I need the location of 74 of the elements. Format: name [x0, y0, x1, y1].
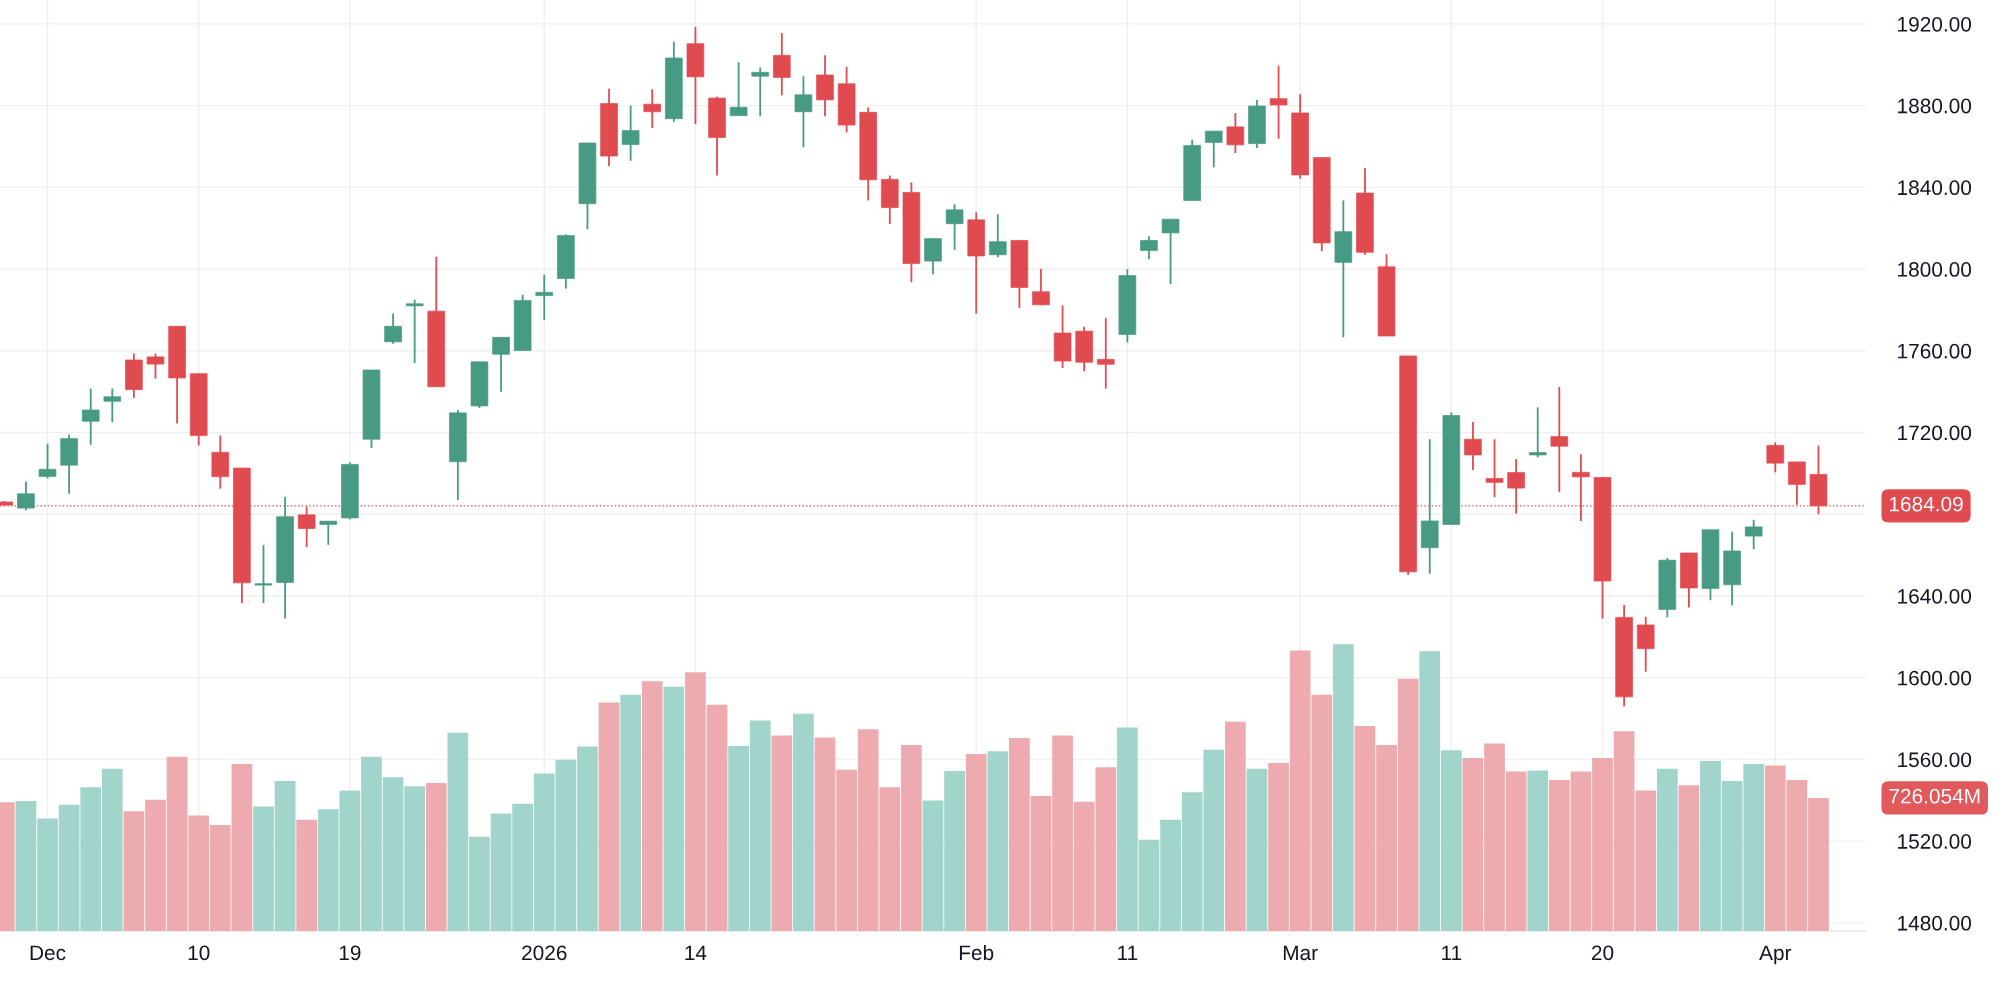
x-tick-label: 14 [685, 945, 707, 960]
x-tick-label: 11 [1442, 945, 1462, 960]
candlestick [924, 237, 942, 276]
x-tick-label: 11 [1118, 945, 1138, 960]
y-tick-label: 1880.00 [1898, 98, 1972, 114]
bar [1246, 768, 1268, 931]
candlestick [17, 480, 35, 512]
candlestick [729, 61, 748, 117]
candlestick [1744, 518, 1763, 551]
candlestick [1140, 235, 1158, 261]
bar [1224, 721, 1246, 931]
ref-line-label: 1684.09 [1889, 496, 1963, 512]
y-tick-label: 1520.00 [1898, 834, 1972, 849]
candlestick [643, 88, 662, 130]
candlestick [1485, 438, 1504, 499]
candlestick [38, 442, 57, 480]
bar [425, 783, 447, 931]
candlestick [384, 312, 402, 345]
bar [1332, 644, 1354, 931]
bar [987, 751, 1009, 931]
candlestick [535, 273, 554, 322]
candlestick [1032, 268, 1050, 306]
candlestick [1269, 64, 1288, 140]
y-tick-label: 1840.00 [1898, 180, 1972, 196]
bar [1527, 770, 1549, 931]
candlestick [1528, 406, 1547, 459]
candlestick [621, 104, 640, 162]
y-tick-label: 1760.00 [1898, 343, 1972, 359]
x-tick-label: 2026 [522, 945, 567, 961]
x-tick-label: Feb [959, 944, 994, 961]
y-tick-label: 1560.00 [1898, 752, 1972, 768]
candlestick [81, 387, 100, 446]
candlestick [492, 336, 510, 393]
x-tick-label: Mar [1283, 945, 1318, 961]
candlestick [319, 520, 338, 546]
text: 726.054M [1889, 788, 1980, 804]
y-tick-label: 1480.00 [1898, 915, 1972, 931]
candlestick [1766, 441, 1785, 474]
bar [1656, 768, 1678, 931]
bar [296, 819, 318, 931]
candlestick [794, 75, 813, 149]
candlestick [1464, 420, 1482, 472]
bar [620, 694, 642, 931]
bar [641, 681, 663, 931]
candlestick [1204, 130, 1223, 169]
bar [598, 702, 620, 931]
y-tick-label: 1640.00 [1898, 588, 1972, 604]
y-tick-label: 1600.00 [1898, 670, 1972, 686]
candlestick [1226, 112, 1245, 154]
bar [1678, 785, 1700, 931]
bar [965, 754, 987, 931]
candlestick [773, 32, 791, 97]
x-tick-label: 20 [1591, 945, 1614, 961]
candlestick [1636, 615, 1655, 673]
candlestick [103, 387, 122, 424]
x-tick-label: 19 [339, 945, 361, 961]
candlestick [751, 66, 769, 118]
x-tick-label: Dec [30, 945, 66, 961]
candlestick [1550, 386, 1569, 494]
y-tick-label: 1800.00 [1898, 262, 1972, 277]
candlestick [1161, 218, 1180, 286]
y-tick-label: 1920.00 [1898, 16, 1972, 32]
candlestick [254, 543, 273, 605]
candlestick [146, 352, 165, 380]
y-tick-label: 1720.00 [1898, 425, 1972, 441]
bar [793, 713, 814, 931]
candlestick [1097, 317, 1115, 390]
x-tick-label: 10 [188, 945, 210, 961]
x-tick-label: Apr [1759, 945, 1792, 965]
candlestick [405, 298, 424, 364]
bar [663, 686, 685, 931]
candlestick [945, 203, 964, 251]
bar [771, 735, 793, 931]
candlestick [989, 213, 1007, 259]
